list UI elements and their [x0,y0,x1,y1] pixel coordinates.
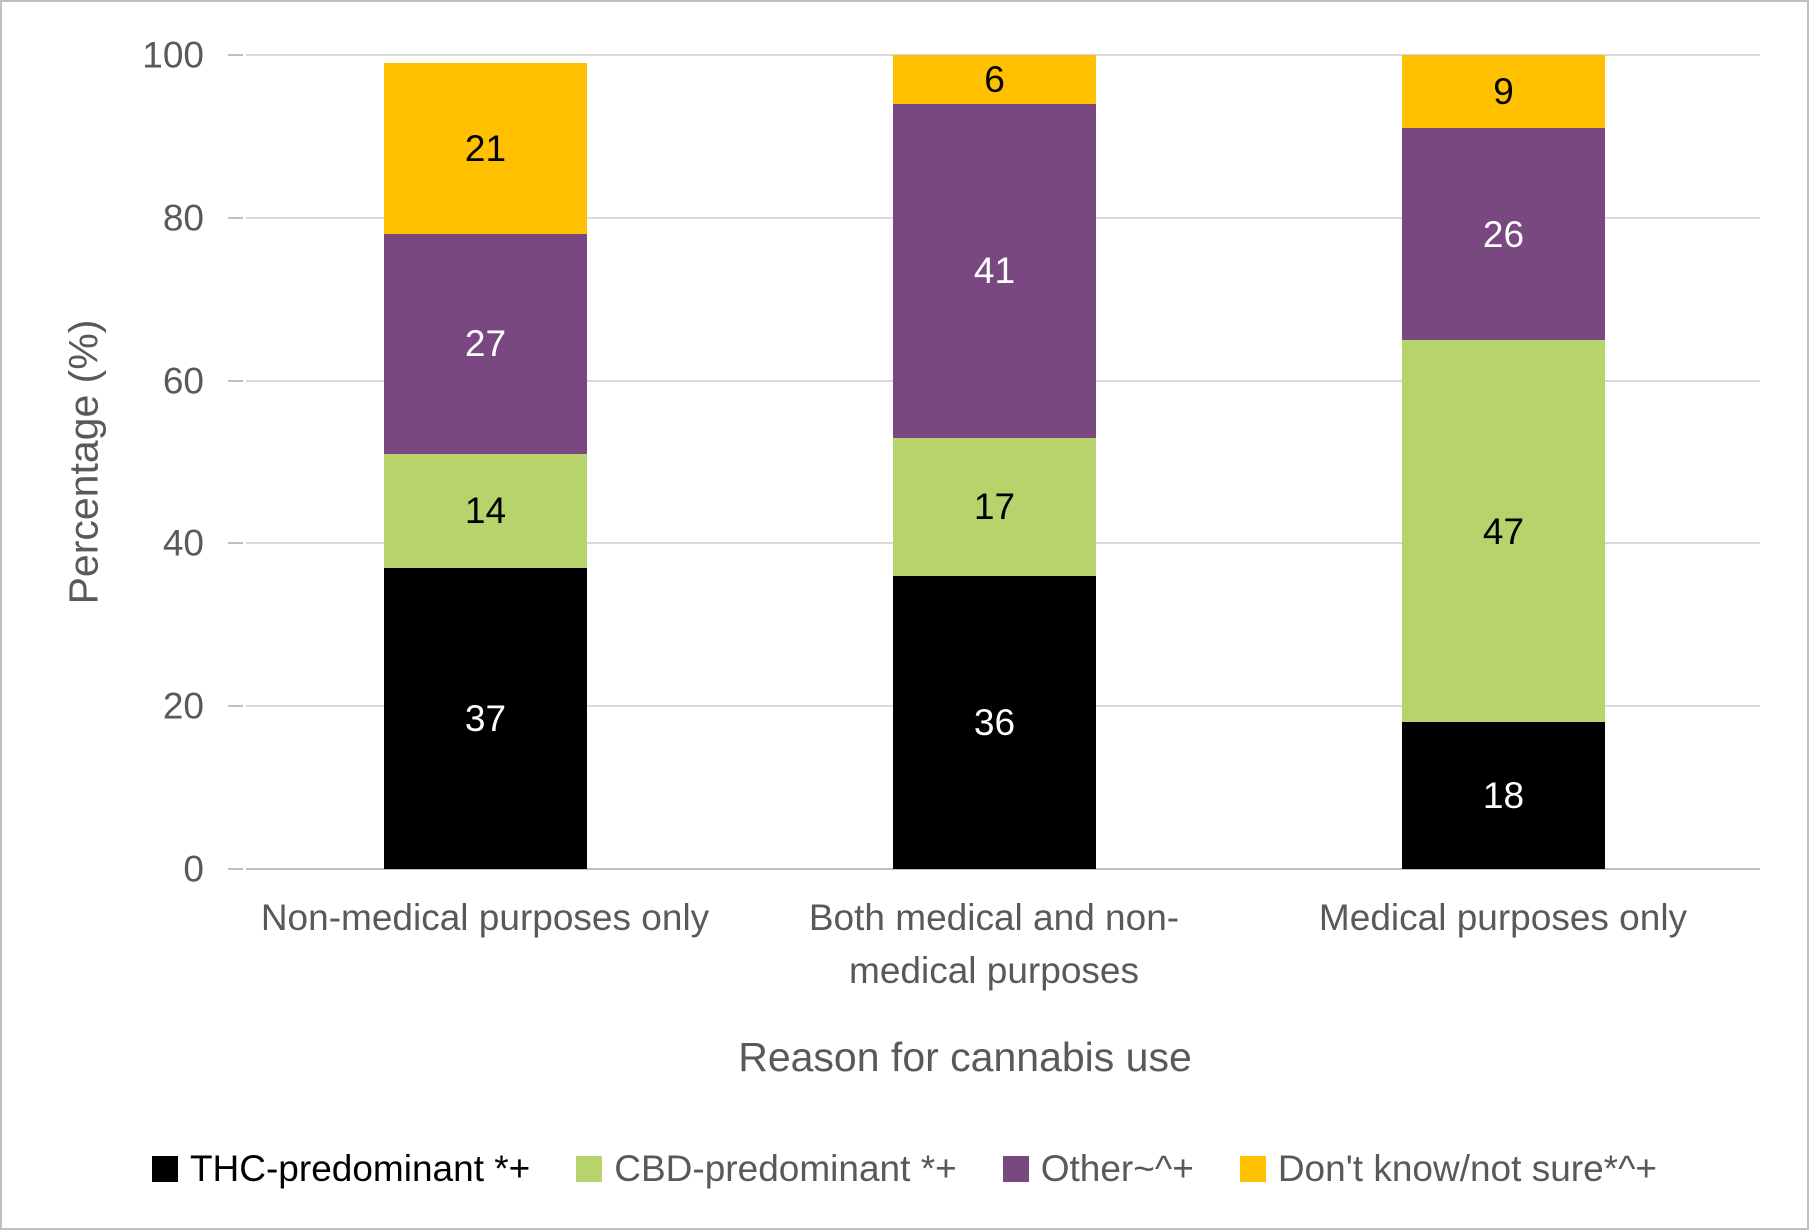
bar-segment-value: 21 [464,128,507,170]
y-tick-label-100: 100 [142,34,204,76]
bar-segment-value: 17 [973,486,1016,528]
category-label: Non-medical purposes only [260,897,710,938]
bar-segment-value: 6 [984,58,1005,100]
y-tick-label-60: 60 [162,360,204,402]
y-tick-mark-20 [228,705,243,708]
y-tick-mark-60 [228,379,243,382]
legend-item: Don't know/not sure*^+ [1239,1148,1658,1189]
y-tick-mark-100 [228,54,243,56]
bar-segment: 41 [893,103,1096,438]
legend-label: THC-predominant *+ [189,1148,531,1189]
y-tick-mark-0 [228,868,243,870]
bar-segment: 9 [1402,55,1605,129]
legend: THC-predominant *+ CBD-predominant *+ Othe… [2,1150,1807,1187]
bar-segment-value: 14 [464,490,507,532]
bar-segment: 14 [384,453,587,568]
category-label: Medical purposes only [1318,897,1688,938]
bar-segment-value: 18 [1482,775,1525,817]
bar-segment: 17 [893,437,1096,576]
legend-item: CBD-predominant *+ [576,1148,957,1189]
legend-swatch [151,1155,178,1182]
legend-label: Other~^+ [1040,1148,1194,1189]
bar-segment: 36 [893,575,1096,869]
bar-segment-value: 37 [464,697,507,739]
category-label: Both medical and non-medical purposes [808,897,1180,991]
legend-item: Other~^+ [1002,1148,1194,1189]
bar-segment: 18 [1402,722,1605,869]
bar-segment-value: 41 [973,250,1016,292]
bar-segment-value: 47 [1482,510,1525,552]
legend-label: Don't know/not sure*^+ [1277,1148,1658,1189]
x-axis-title: Reason for cannabis use [738,1034,1192,1080]
bar-segment-value: 26 [1482,213,1525,255]
bar-segment-value: 36 [973,701,1016,743]
legend-item: THC-predominant *+ [151,1148,531,1189]
y-tick-label-20: 20 [162,685,204,727]
legend-label: CBD-predominant *+ [614,1148,957,1189]
bar-segment: 26 [1402,128,1605,340]
bar-segment: 21 [384,63,587,235]
legend-swatch [576,1155,603,1182]
bar-segment: 27 [384,234,587,454]
bar-segment-value: 27 [464,323,507,365]
bar-segment: 6 [893,55,1096,104]
legend-swatch [1002,1155,1029,1182]
y-tick-mark-40 [228,542,243,545]
bar-segment-value: 9 [1493,71,1514,113]
y-tick-mark-80 [228,216,243,219]
plot-area: 0 20 40 60 80 100 37 14 27 21 36 17 41 6 18 47 26 9 [142,37,1760,888]
bar-segment: 37 [384,567,587,869]
legend-swatch [1239,1155,1266,1182]
y-tick-label-0: 0 [183,848,204,890]
bar-segment: 47 [1402,339,1605,723]
gridline-0 [246,868,1760,870]
y-tick-label-40: 40 [162,522,204,564]
y-tick-label-80: 80 [162,197,204,239]
